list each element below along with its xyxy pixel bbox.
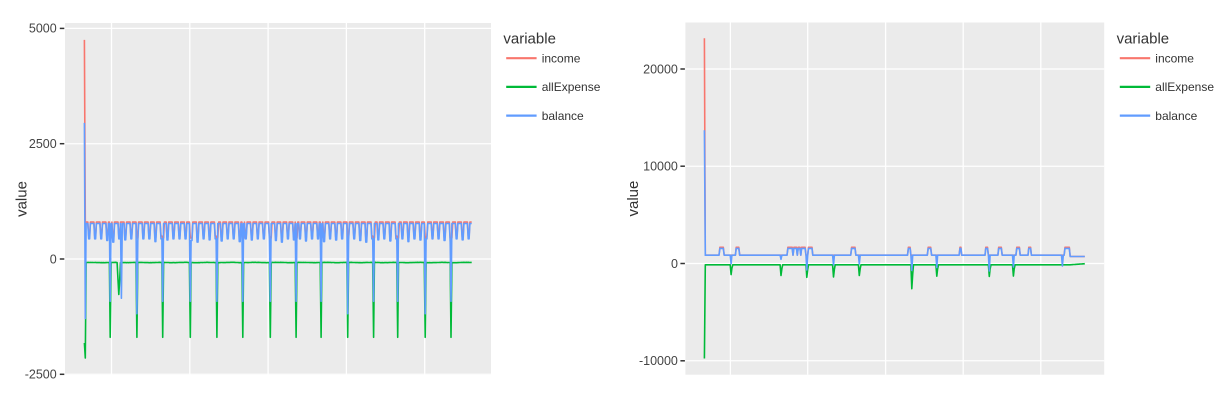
svg-text:-2500: -2500 <box>25 368 57 382</box>
svg-text:income: income <box>542 51 581 65</box>
svg-text:balance: balance <box>542 109 584 123</box>
svg-text:income: income <box>1155 51 1194 65</box>
svg-text:variable: variable <box>503 31 556 48</box>
svg-text:value: value <box>14 181 31 217</box>
svg-text:20000: 20000 <box>643 62 678 76</box>
svg-text:5000: 5000 <box>29 22 57 36</box>
svg-text:0: 0 <box>671 257 678 271</box>
svg-text:10000: 10000 <box>643 160 678 174</box>
svg-text:variable: variable <box>1117 31 1170 48</box>
svg-text:allExpense: allExpense <box>1155 80 1214 94</box>
svg-text:-10000: -10000 <box>639 354 678 368</box>
svg-text:balance: balance <box>1155 109 1197 123</box>
svg-text:allExpense: allExpense <box>542 80 601 94</box>
svg-text:2500: 2500 <box>29 137 57 151</box>
svg-text:value: value <box>625 181 642 217</box>
svg-text:0: 0 <box>50 252 57 266</box>
